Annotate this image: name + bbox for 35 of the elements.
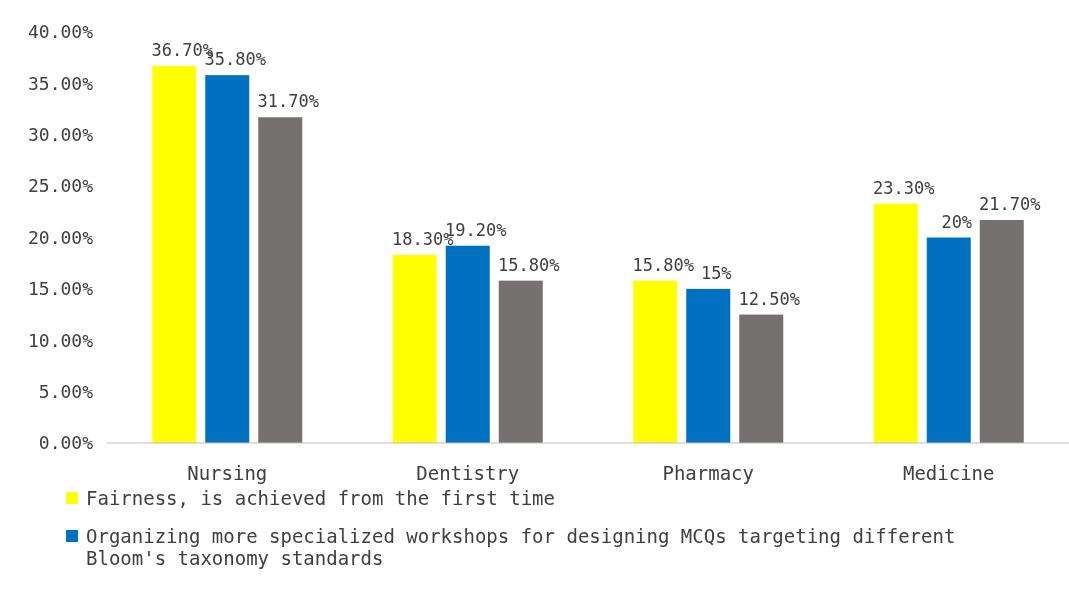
data-label: 23.30% (873, 177, 935, 198)
x-tick-label: Nursing (187, 462, 268, 484)
y-tick-label: 15.00% (27, 278, 94, 300)
y-tick-label: 10.00% (27, 329, 94, 351)
x-tick-label: Pharmacy (662, 462, 755, 484)
data-label: 12.50% (738, 288, 800, 309)
bar (926, 237, 971, 443)
bar (873, 203, 918, 443)
y-tick-label: 35.00% (27, 72, 94, 94)
bar (445, 245, 490, 443)
bar (686, 288, 731, 443)
bar (152, 65, 197, 443)
bar (739, 314, 784, 443)
bar (205, 75, 250, 443)
y-tick-label: 30.00% (27, 124, 94, 146)
y-tick-label: 5.00% (38, 380, 94, 402)
data-label: 21.70% (979, 194, 1041, 215)
y-tick-label: 20.00% (27, 226, 94, 248)
bar (258, 117, 303, 443)
bar (979, 220, 1024, 443)
bar (633, 280, 678, 443)
data-label: 20% (941, 211, 973, 232)
y-tick-label: 0.00% (38, 432, 94, 454)
data-label: 15% (700, 262, 732, 283)
x-tick-label: Medicine (902, 462, 995, 484)
data-label: 15.80% (632, 254, 694, 275)
bar (498, 280, 543, 443)
legend-label: Fairness, is achieved from the first time (86, 487, 555, 509)
x-tick-label: Dentistry (416, 462, 520, 484)
legend-label: Organizing more specialized workshops for designing MCQs targeting different Bloom's taxonomy standards (86, 525, 956, 569)
data-label: 31.70% (257, 91, 319, 112)
y-tick-label: 25.00% (27, 175, 94, 197)
data-label: 15.80% (498, 254, 560, 275)
y-tick-label: 40.00% (27, 21, 94, 43)
bar (392, 254, 437, 443)
